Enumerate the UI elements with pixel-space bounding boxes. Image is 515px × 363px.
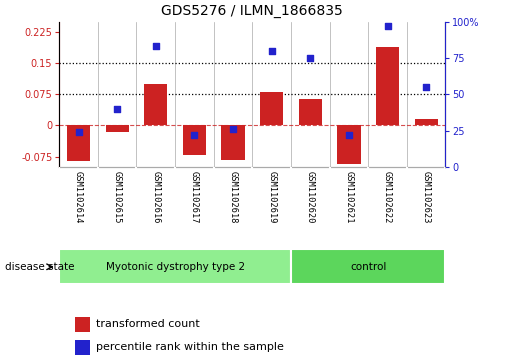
Bar xyxy=(291,249,445,284)
Text: GSM1102614: GSM1102614 xyxy=(74,171,83,224)
Bar xyxy=(376,47,399,126)
Text: GSM1102620: GSM1102620 xyxy=(306,171,315,224)
Text: GSM1102615: GSM1102615 xyxy=(113,171,122,224)
Point xyxy=(74,129,82,135)
Point xyxy=(383,23,392,29)
Text: transformed count: transformed count xyxy=(96,319,200,330)
Text: GSM1102622: GSM1102622 xyxy=(383,171,392,224)
Point xyxy=(229,126,237,132)
Text: GSM1102618: GSM1102618 xyxy=(229,171,237,224)
Bar xyxy=(106,126,129,132)
Bar xyxy=(75,317,90,332)
Text: control: control xyxy=(350,262,386,272)
Text: GSM1102623: GSM1102623 xyxy=(422,171,431,224)
Text: GSM1102619: GSM1102619 xyxy=(267,171,276,224)
Bar xyxy=(59,249,291,284)
Point xyxy=(345,132,353,138)
Text: GSM1102616: GSM1102616 xyxy=(151,171,160,224)
Bar xyxy=(67,126,90,161)
Bar xyxy=(75,339,90,355)
Bar xyxy=(260,92,283,126)
Bar xyxy=(299,98,322,126)
Title: GDS5276 / ILMN_1866835: GDS5276 / ILMN_1866835 xyxy=(162,4,343,18)
Bar xyxy=(415,119,438,126)
Bar xyxy=(221,126,245,159)
Text: GSM1102617: GSM1102617 xyxy=(190,171,199,224)
Bar xyxy=(183,126,206,155)
Point xyxy=(152,44,160,49)
Point xyxy=(191,132,199,138)
Point xyxy=(113,106,122,112)
Text: Myotonic dystrophy type 2: Myotonic dystrophy type 2 xyxy=(106,262,245,272)
Bar xyxy=(144,84,167,126)
Point xyxy=(422,84,431,90)
Text: GSM1102621: GSM1102621 xyxy=(345,171,353,224)
Point xyxy=(268,48,276,54)
Bar xyxy=(337,126,360,164)
Text: disease state: disease state xyxy=(5,262,75,272)
Point xyxy=(306,55,314,61)
Text: percentile rank within the sample: percentile rank within the sample xyxy=(96,342,284,352)
